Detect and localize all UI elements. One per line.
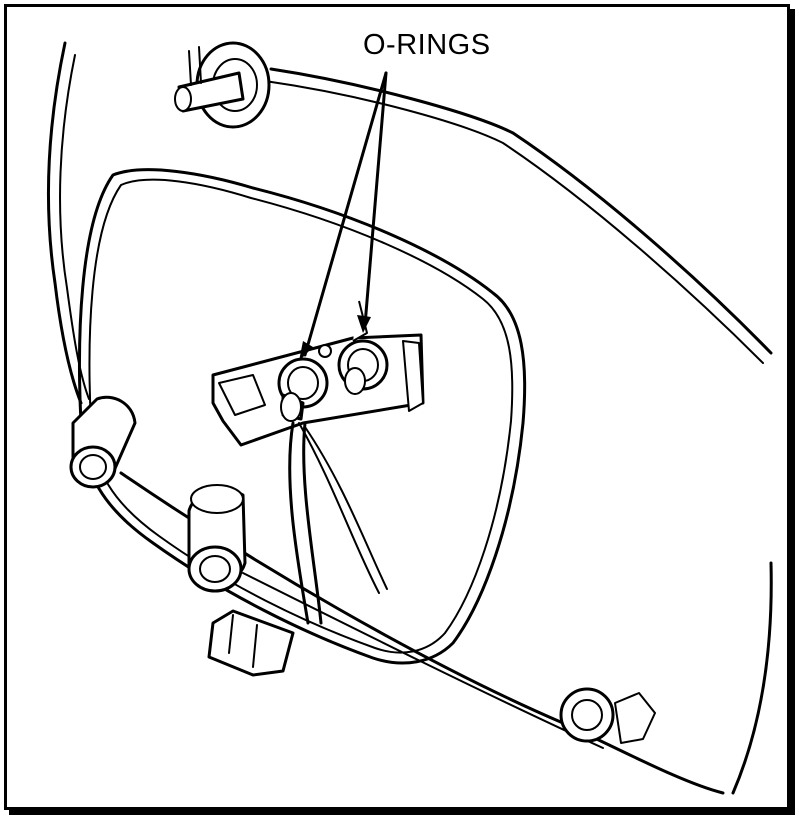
- wire-1: [288, 421, 310, 625]
- connector-line2: [252, 624, 258, 668]
- callout-arrow-2: [363, 71, 388, 327]
- wire-2: [302, 421, 323, 625]
- callout-label: O-RINGS: [363, 29, 491, 61]
- housing-outer-edge-inner: [264, 80, 764, 364]
- sensor-1-body: [287, 366, 319, 400]
- bracket-step: [218, 374, 266, 416]
- top-post-line2: [198, 46, 202, 84]
- top-post-line: [188, 50, 192, 86]
- bracket-hole: [318, 344, 332, 358]
- connector-body: [207, 609, 295, 677]
- wire-3: [298, 422, 380, 594]
- wire-4: [304, 426, 388, 590]
- callout-arrowhead-2: [357, 315, 371, 333]
- bottom-right-clip: [614, 692, 656, 744]
- sensor-1-tip: [280, 392, 302, 422]
- middle-tube-end-inner: [199, 555, 231, 583]
- sensor-2-tip: [344, 367, 366, 395]
- illustration: [46, 41, 773, 795]
- top-post-tip: [174, 86, 192, 112]
- callout-arrowhead-1: [299, 341, 313, 361]
- housing-bottom-edge-2: [242, 572, 604, 749]
- left-tube-end-inner: [79, 454, 107, 480]
- bracket-right-flange: [402, 340, 424, 412]
- diagram-frame: O-RINGS: [4, 4, 790, 810]
- callout-arrow-1: [303, 71, 388, 357]
- bottom-right-fitting-inner: [571, 699, 603, 731]
- middle-tube-top: [190, 484, 244, 514]
- connector-line: [228, 614, 234, 654]
- housing-right-curve: [731, 561, 773, 795]
- housing-outer-edge: [269, 67, 773, 355]
- housing-left-edge: [46, 41, 83, 405]
